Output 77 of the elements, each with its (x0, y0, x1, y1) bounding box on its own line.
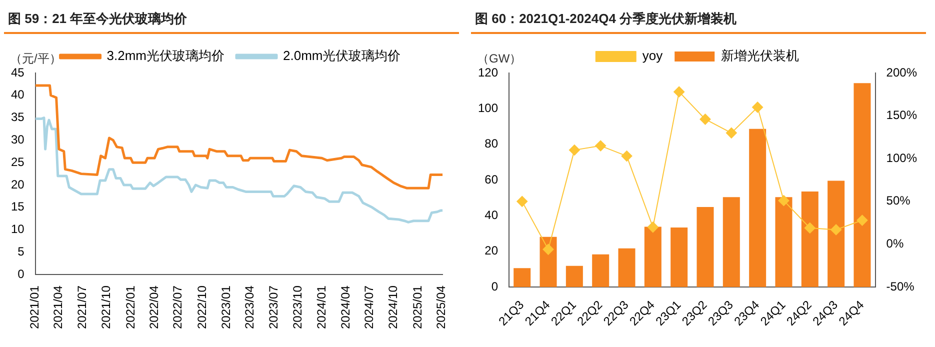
point (752, 102, 764, 113)
y2-tick-label: 100% (886, 150, 918, 165)
x-tick-label: 2021/04 (51, 285, 66, 330)
point (568, 144, 580, 156)
point (674, 86, 685, 98)
x-tick-label: 2021/07 (75, 285, 90, 330)
x-tick-label: 2023/10 (290, 285, 304, 330)
legend-label: 3.2mm光伏玻璃均价 (106, 48, 225, 64)
point (595, 140, 606, 152)
y-tick-label: 40 (10, 88, 25, 102)
y-tick-label: 10 (10, 222, 25, 236)
point (647, 222, 658, 233)
x-tick-label: 2024/04 (338, 285, 352, 330)
bar (696, 206, 714, 288)
bar (566, 266, 583, 288)
x-tick-label: 2022/07 (170, 285, 185, 330)
y-tick-label: 80 (484, 136, 498, 151)
legend-label: 新增光伏装机 (721, 48, 800, 64)
y2-tick-label: -50% (886, 279, 915, 294)
y-tick-label: 20 (10, 177, 25, 192)
bar (775, 197, 792, 288)
x-tick-label: 2024/10 (386, 285, 400, 330)
y-tick-label: 0 (18, 266, 25, 281)
point (778, 195, 790, 206)
bar (749, 128, 766, 288)
x-tick-label: 2021/01 (28, 285, 42, 330)
bar (854, 83, 871, 288)
legend-label: 2.0mm光伏玻璃均价 (283, 48, 401, 64)
y-tick-label: 20 (484, 244, 498, 258)
y-tick-label: 5 (18, 244, 25, 259)
y2-tick-label: 200% (886, 65, 918, 80)
x-tick-label: 2022/04 (146, 285, 161, 330)
point (804, 222, 816, 234)
bar (592, 254, 610, 288)
x-tick-label: 2024/01 (314, 285, 328, 330)
y-tick-label: 30 (10, 132, 25, 147)
bar (644, 226, 662, 288)
chart-title: 图 59：21 年至今光伏玻璃均价 (4, 4, 459, 34)
x-tick-label: 2023/04 (242, 285, 256, 330)
point (542, 244, 554, 255)
x-tick-label: 2023/01 (218, 285, 233, 330)
y2-tick-label: 50% (886, 194, 911, 208)
x-tick-label: 2022/10 (194, 285, 209, 330)
x-tick-label: 2024/07 (362, 285, 376, 330)
y-tick-label: 25 (10, 154, 25, 169)
y-tick-label: 100 (478, 100, 498, 115)
point (856, 214, 868, 226)
y-tick-label: 45 (10, 65, 25, 80)
y2-tick-label: 150% (886, 108, 918, 122)
chart-title: 图 60：2021Q1-2024Q4 分季度光伏新增装机 (471, 4, 926, 34)
bar (828, 180, 845, 288)
bar (801, 191, 818, 288)
y-tick-label: 120 (478, 65, 498, 80)
y-tick-label: 15 (10, 200, 25, 214)
y2-tick-label: 0% (886, 236, 904, 251)
y-tick-label: 60 (484, 172, 498, 186)
x-tick-label: 2022/01 (123, 285, 138, 330)
legend-label: yoy (642, 48, 664, 64)
x-tick-label: 2025/01 (410, 285, 424, 330)
point (516, 196, 528, 207)
x-tick-label: 2023/07 (266, 285, 280, 330)
y-axis-title: （元/平） (10, 51, 62, 66)
bar (618, 248, 636, 288)
bar (722, 197, 740, 288)
y-tick-label: 35 (10, 110, 25, 124)
bar (670, 227, 688, 288)
point (830, 224, 842, 236)
y-tick-label: 0 (491, 279, 498, 294)
x-tick-label: 2021/10 (99, 285, 114, 330)
x-tick-label: 2025/04 (434, 285, 448, 330)
point (726, 127, 737, 138)
point (700, 114, 711, 125)
y-axis-title: （GW） (477, 51, 522, 66)
bar (514, 268, 531, 288)
bar (540, 236, 557, 288)
point (621, 150, 632, 162)
y-tick-label: 40 (484, 208, 498, 222)
